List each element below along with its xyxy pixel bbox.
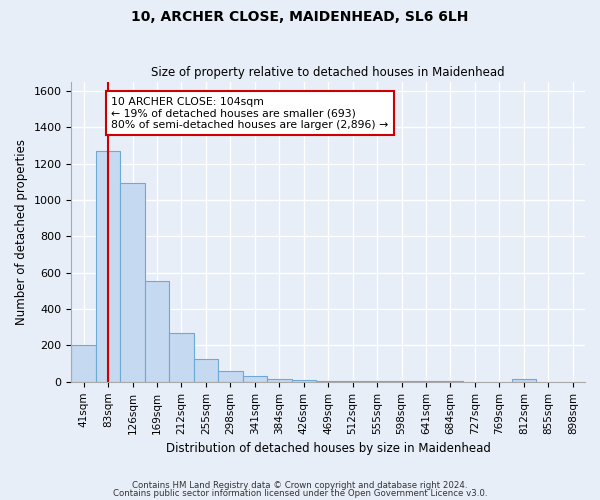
Text: Contains public sector information licensed under the Open Government Licence v3: Contains public sector information licen… — [113, 488, 487, 498]
Bar — [121, 183, 145, 382]
Bar — [218, 371, 242, 382]
Bar — [512, 379, 536, 382]
Bar — [169, 333, 194, 382]
X-axis label: Distribution of detached houses by size in Maidenhead: Distribution of detached houses by size … — [166, 442, 491, 455]
Bar — [267, 378, 292, 382]
Bar — [71, 346, 96, 382]
Bar — [242, 376, 267, 382]
Bar — [292, 380, 316, 382]
Text: Contains HM Land Registry data © Crown copyright and database right 2024.: Contains HM Land Registry data © Crown c… — [132, 481, 468, 490]
Bar — [96, 151, 121, 382]
Bar — [340, 381, 365, 382]
Y-axis label: Number of detached properties: Number of detached properties — [15, 139, 28, 325]
Text: 10 ARCHER CLOSE: 104sqm
← 19% of detached houses are smaller (693)
80% of semi-d: 10 ARCHER CLOSE: 104sqm ← 19% of detache… — [112, 96, 389, 130]
Text: 10, ARCHER CLOSE, MAIDENHEAD, SL6 6LH: 10, ARCHER CLOSE, MAIDENHEAD, SL6 6LH — [131, 10, 469, 24]
Title: Size of property relative to detached houses in Maidenhead: Size of property relative to detached ho… — [151, 66, 505, 80]
Bar — [316, 381, 340, 382]
Bar — [145, 281, 169, 382]
Bar — [194, 359, 218, 382]
